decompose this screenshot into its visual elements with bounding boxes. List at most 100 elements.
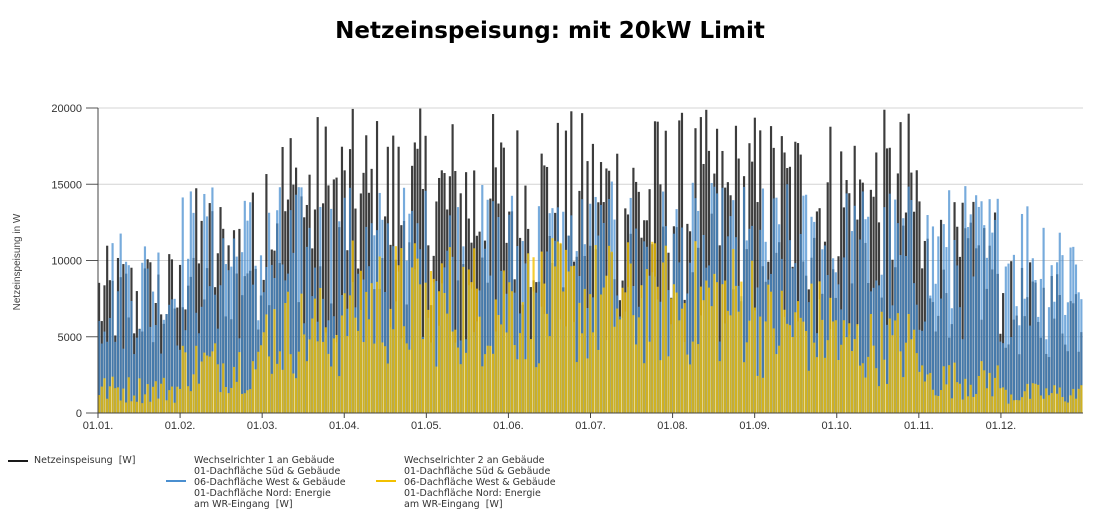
bar-wechselrichter-2 — [160, 383, 163, 413]
bar-wechselrichter-1 — [535, 292, 538, 413]
bar-wechselrichter-2 — [880, 311, 883, 413]
bar-wechselrichter-2 — [222, 363, 225, 413]
bar-wechselrichter-1 — [975, 195, 978, 413]
bar-wechselrichter-2 — [853, 339, 856, 413]
y-axis-label: Netzeinspeisung in W — [12, 213, 23, 310]
bar-wechselrichter-2 — [742, 362, 746, 413]
x-tick-label: 01.11. — [904, 420, 934, 432]
bar-wechselrichter-2 — [942, 366, 945, 413]
bar-wechselrichter-1 — [308, 227, 311, 413]
bar-wechselrichter-1 — [729, 216, 732, 413]
x-tick-label: 01.06. — [493, 420, 524, 432]
bar-wechselrichter-2 — [864, 377, 867, 413]
bar-wechselrichter-2 — [405, 343, 408, 413]
bar-wechselrichter-2 — [462, 266, 465, 413]
bar-wechselrichter-2 — [1042, 398, 1045, 413]
bar-wechselrichter-2 — [1031, 383, 1034, 413]
bar-wechselrichter-2 — [772, 328, 775, 413]
bar-wechselrichter-2 — [1018, 400, 1021, 413]
bar-wechselrichter-2 — [562, 291, 565, 413]
bar-wechselrichter-2 — [710, 306, 713, 413]
bar-netzeinspeisung — [421, 188, 424, 413]
bar-wechselrichter-2 — [454, 329, 457, 413]
bar-wechselrichter-1 — [178, 349, 182, 413]
bar-wechselrichter-2 — [640, 285, 643, 413]
axes: 0 5000 10000 15000 20000 01.01. 01.02. 01.03. 01… — [51, 103, 1083, 432]
bar-wechselrichter-1 — [281, 264, 284, 413]
bar-wechselrichter-2 — [146, 384, 149, 413]
bar-netzeinspeisung — [659, 184, 662, 413]
legend-swatch-wechselrichter-1 — [166, 480, 186, 482]
bar-wechselrichter-2 — [443, 292, 446, 413]
bar-wechselrichter-2 — [427, 309, 430, 413]
bar-wechselrichter-1 — [697, 210, 700, 413]
bar-wechselrichter-1 — [222, 238, 225, 413]
bar-wechselrichter-2 — [219, 392, 222, 413]
bar-wechselrichter-2 — [257, 351, 260, 413]
bar-wechselrichter-2 — [543, 283, 546, 413]
bar-wechselrichter-2 — [324, 327, 327, 413]
bar-wechselrichter-1 — [918, 329, 921, 413]
bar-wechselrichter-2 — [594, 245, 597, 413]
bar-netzeinspeisung — [829, 126, 832, 413]
bar-wechselrichter-2 — [945, 384, 948, 413]
bar-wechselrichter-2 — [667, 356, 670, 413]
bar-wechselrichter-1 — [1053, 301, 1056, 413]
bar-wechselrichter-1 — [1007, 263, 1010, 413]
bar-wechselrichter-1 — [386, 223, 389, 413]
bar-wechselrichter-1 — [745, 240, 748, 413]
bar-wechselrichter-2 — [775, 354, 778, 413]
bar-wechselrichter-2 — [888, 318, 891, 413]
bar-wechselrichter-2 — [408, 349, 411, 413]
bar-wechselrichter-1 — [160, 353, 163, 413]
bar-wechselrichter-2 — [610, 251, 613, 413]
bar-wechselrichter-2 — [259, 345, 263, 413]
x-tick-label: 01.08. — [657, 420, 688, 432]
bar-netzeinspeisung — [324, 126, 327, 413]
bar-wechselrichter-2 — [605, 275, 608, 413]
bar-wechselrichter-1 — [402, 187, 406, 413]
bar-wechselrichter-2 — [438, 291, 441, 413]
bar-wechselrichter-1 — [157, 252, 160, 413]
bar-wechselrichter-2 — [270, 373, 273, 413]
bar-wechselrichter-1 — [996, 198, 999, 413]
bar-wechselrichter-2 — [1007, 403, 1010, 413]
bar-wechselrichter-2 — [872, 345, 875, 413]
bar-wechselrichter-1 — [813, 221, 816, 413]
bar-wechselrichter-2 — [564, 249, 568, 413]
bar-wechselrichter-2 — [894, 320, 897, 413]
bar-wechselrichter-2 — [918, 371, 921, 413]
bar-netzeinspeisung — [238, 228, 241, 413]
bar-wechselrichter-1 — [999, 341, 1002, 413]
bar-wechselrichter-2 — [467, 269, 470, 413]
bar-wechselrichter-1 — [958, 307, 962, 413]
bar-wechselrichter-2 — [721, 284, 724, 413]
bar-wechselrichter-1 — [197, 333, 201, 413]
bar-wechselrichter-1 — [980, 201, 983, 413]
bar-wechselrichter-2 — [354, 317, 357, 413]
bar-wechselrichter-2 — [999, 388, 1002, 413]
bar-wechselrichter-2 — [465, 352, 468, 413]
bar-wechselrichter-1 — [251, 284, 254, 413]
bar-wechselrichter-1 — [230, 266, 233, 413]
bar-wechselrichter-2 — [672, 284, 675, 413]
bar-wechselrichter-1 — [108, 317, 111, 413]
bar-wechselrichter-1 — [667, 290, 670, 413]
bar-wechselrichter-2 — [1037, 384, 1040, 413]
bar-wechselrichter-2 — [726, 310, 729, 413]
bar-wechselrichter-1 — [243, 200, 246, 413]
bar-wechselrichter-2 — [178, 388, 182, 413]
bar-wechselrichter-2 — [187, 386, 190, 413]
bar-wechselrichter-2 — [618, 319, 621, 413]
bar-wechselrichter-2 — [278, 351, 281, 413]
bar-wechselrichter-1 — [187, 258, 190, 413]
bar-wechselrichter-2 — [489, 345, 492, 413]
bar-wechselrichter-2 — [683, 303, 686, 413]
bar-wechselrichter-2 — [429, 271, 433, 413]
bar-wechselrichter-1 — [953, 239, 956, 413]
bar-wechselrichter-2 — [656, 286, 659, 413]
bar-wechselrichter-2 — [578, 302, 581, 413]
bar-netzeinspeisung — [718, 245, 721, 413]
bar-wechselrichter-1 — [1061, 255, 1064, 413]
bar-wechselrichter-2 — [1034, 383, 1037, 413]
